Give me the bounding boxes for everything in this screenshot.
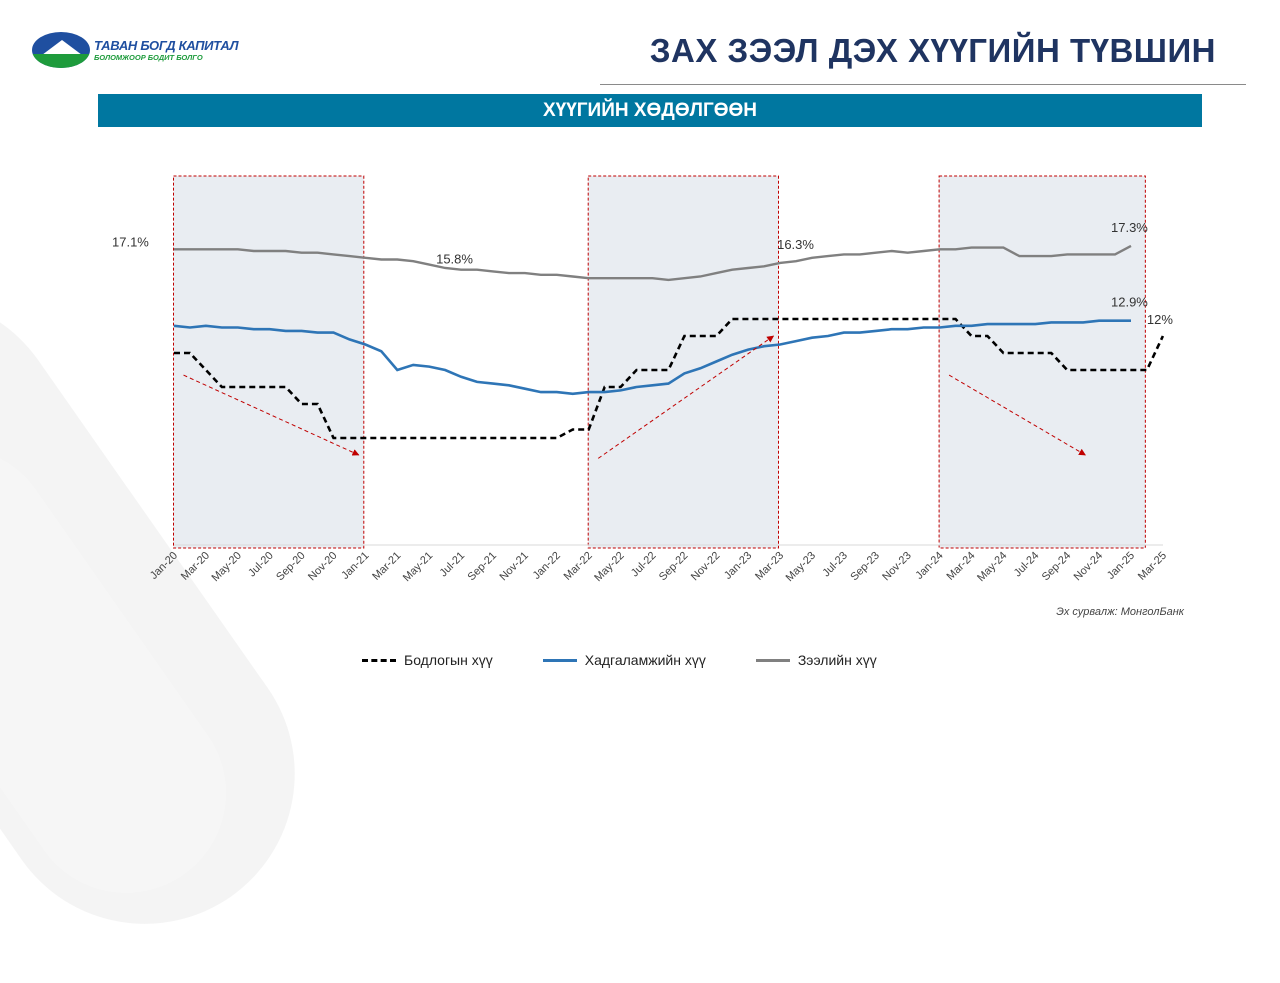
x-tick-label: Jul-21: [438, 550, 468, 580]
x-tick-label: Mar-23: [753, 550, 786, 583]
legend-item-policy: Бодлогын хүү: [362, 652, 493, 668]
x-tick-label: Jan-22: [531, 550, 563, 582]
x-tick-label: Sep-22: [657, 550, 691, 584]
x-tick-label: Nov-23: [880, 550, 914, 584]
legend-item-lending: Зээлийн хүү: [755, 652, 877, 668]
company-logo: ТАВАН БОГД КАПИТАЛ БОЛОМЖООР БОДИТ БОЛГО: [32, 32, 242, 68]
data-label: 12.9%: [1111, 295, 1148, 310]
x-tick-label: Mar-25: [1136, 550, 1169, 583]
highlight-period-box: [173, 175, 365, 549]
page-title: ЗАХ ЗЭЭЛ ДЭХ ХҮҮГИЙН ТҮВШИН: [649, 32, 1216, 69]
x-tick-label: Jul-22: [629, 550, 659, 580]
x-tick-label: Mar-21: [370, 550, 403, 583]
data-label: 12%: [1147, 312, 1173, 327]
x-tick-label: Mar-20: [179, 550, 212, 583]
data-label: 17.3%: [1111, 220, 1148, 235]
highlight-period-box: [587, 175, 780, 549]
legend-label: Зээлийн хүү: [797, 652, 877, 668]
data-label: 16.3%: [777, 237, 814, 252]
x-tick-label: May-23: [784, 550, 818, 584]
legend-label: Хадгаламжийн хүү: [584, 652, 706, 668]
x-tick-label: Sep-20: [274, 550, 308, 584]
x-tick-label: Jul-23: [820, 550, 850, 580]
x-tick-label: Jan-20: [148, 550, 180, 582]
legend-swatch: [362, 658, 396, 662]
x-tick-label: Jan-21: [339, 550, 371, 582]
legend-swatch: [542, 658, 577, 662]
x-tick-label: May-21: [401, 550, 435, 584]
x-tick-label: Jul-20: [246, 550, 276, 580]
highlight-period-box: [938, 175, 1146, 549]
logo-tagline: БОЛОМЖООР БОДИТ БОЛГО: [94, 53, 203, 62]
header-divider: [600, 84, 1246, 85]
legend-label: Бодлогын хүү: [404, 652, 493, 668]
x-tick-label: May-24: [975, 550, 1009, 584]
x-tick-label: Mar-22: [562, 550, 595, 583]
x-tick-label: Jan-23: [722, 550, 754, 582]
legend-swatch: [755, 658, 790, 662]
chart-legend: Бодлогын хүү Хадгаламжийн хүү Зээлийн хү…: [362, 652, 877, 668]
legend-item-deposit: Хадгаламжийн хүү: [542, 652, 706, 668]
x-tick-label: Nov-24: [1072, 550, 1106, 584]
logo-name: ТАВАН БОГД КАПИТАЛ: [94, 38, 239, 53]
data-label: 15.8%: [436, 252, 473, 267]
x-tick-label: Sep-24: [1040, 550, 1074, 584]
data-label: 17.1%: [112, 234, 149, 249]
x-tick-label: Jan-25: [1105, 550, 1137, 582]
x-tick-label: Jan-24: [913, 550, 945, 582]
trend-arrow: [597, 335, 775, 459]
x-tick-label: Nov-20: [306, 550, 340, 584]
x-tick-label: May-22: [592, 550, 626, 584]
series-line-deposit-rate: [173, 319, 1131, 396]
x-tick-label: Nov-22: [689, 550, 723, 584]
x-tick-label: Nov-21: [497, 550, 531, 584]
series-line-lending-rate: [174, 244, 1132, 282]
mountain-logo-icon: [32, 32, 90, 68]
source-note: Эх сурвалж: МонголБанк: [1056, 606, 1184, 618]
x-tick-label: Sep-23: [848, 550, 882, 584]
x-tick-label: Mar-24: [944, 550, 977, 583]
x-tick-label: Jul-24: [1012, 550, 1042, 580]
section-title: ХҮҮГИЙН ХӨДӨЛГӨӨН: [98, 94, 1202, 127]
x-tick-label: May-20: [209, 550, 243, 584]
trend-arrow: [948, 374, 1086, 456]
x-tick-label: Sep-21: [466, 550, 500, 584]
